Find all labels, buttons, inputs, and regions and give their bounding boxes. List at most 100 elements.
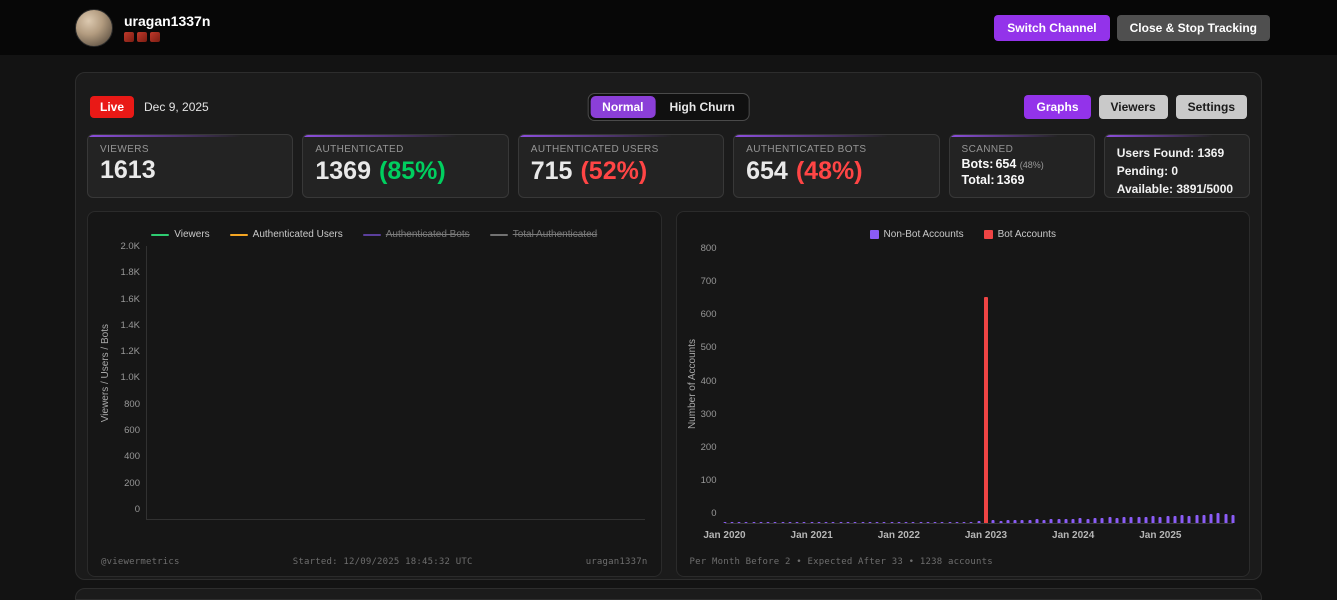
legend-swatch xyxy=(983,230,993,239)
churn-high-button[interactable]: High Churn xyxy=(658,96,747,118)
nonbot-accounts-bar xyxy=(897,521,901,523)
stat-value: 654 xyxy=(746,157,788,185)
axis-tick-label: 400 xyxy=(124,451,140,463)
viewers-tab-button[interactable]: Viewers xyxy=(1098,95,1168,119)
axis-tick-label: 600 xyxy=(124,425,140,437)
x-tick-label: Jan 2021 xyxy=(790,530,833,541)
nonbot-accounts-bar xyxy=(817,521,821,523)
viewer-chart-yticks: 2.0K 1.8K 1.6K 1.4K 1.2K 1.0K 800 600 400 200 0 xyxy=(94,241,140,515)
viewer-chart-footer: @viewermetrics Started: 12/09/2025 18:45… xyxy=(101,557,648,567)
scanned-total-label: Total: xyxy=(961,173,995,187)
nonbot-accounts-bar xyxy=(730,521,734,523)
accounts-xaxis: Jan 2020 Jan 2021 Jan 2022 Jan 2023 Jan 2024… xyxy=(703,530,1234,544)
nonbot-accounts-bar xyxy=(926,521,930,523)
nonbot-accounts-bar xyxy=(737,521,741,523)
tracking-date: Dec 9, 2025 xyxy=(144,100,209,114)
nonbot-accounts-bar xyxy=(781,521,785,523)
nonbot-accounts-bar xyxy=(788,521,792,523)
stat-card-viewers: VIEWERS 1613 xyxy=(87,134,294,198)
legend-label: Viewers xyxy=(174,229,210,240)
avatar xyxy=(75,8,113,47)
nonbot-accounts-bar xyxy=(1049,518,1053,523)
nonbot-accounts-bar xyxy=(1013,520,1017,523)
scanned-total-value: 1369 xyxy=(996,173,1025,187)
legend-swatch xyxy=(362,233,381,236)
nonbot-accounts-bar xyxy=(977,521,981,523)
pending-label: Pending: xyxy=(1116,164,1169,178)
graphs-tab-button[interactable]: Graphs xyxy=(1024,95,1091,119)
axis-tick-label: 800 xyxy=(700,243,717,254)
available-value: 3891/5000 xyxy=(1176,182,1234,196)
nonbot-accounts-bar xyxy=(940,521,944,523)
nonbot-accounts-bar xyxy=(1195,514,1199,523)
accounts-chart-footer: Per Month Before 2 • Expected After 33 •… xyxy=(690,557,1237,567)
footer-channel-name: uragan1337n xyxy=(585,557,648,567)
red-badge-icon xyxy=(137,32,147,42)
stat-card-capacity: Users Found: 1369 Pending: 0 Available: … xyxy=(1103,134,1250,198)
user-meta: uragan1337n xyxy=(124,13,210,42)
nonbot-accounts-bar xyxy=(1064,518,1068,523)
nonbot-accounts-bar xyxy=(969,521,973,523)
next-section-panel xyxy=(75,588,1262,600)
nonbot-accounts-bar xyxy=(861,521,865,523)
nonbot-accounts-bar xyxy=(795,521,799,523)
switch-channel-button[interactable]: Switch Channel xyxy=(994,14,1110,41)
legend-label: Authenticated Users xyxy=(252,229,343,240)
tracking-panel: Live Dec 9, 2025 Normal High Churn Graph… xyxy=(75,72,1262,580)
settings-tab-button[interactable]: Settings xyxy=(1175,95,1247,119)
legend-item-authenticated-users[interactable]: Authenticated Users xyxy=(229,229,343,240)
stat-card-scanned: SCANNED Bots: 654 (48%) Total: 1369 xyxy=(948,134,1095,198)
stat-percent: (48%) xyxy=(795,157,863,185)
nonbot-accounts-bar xyxy=(1224,514,1228,523)
axis-tick-label: 100 xyxy=(700,474,717,486)
x-tick-label: Jan 2024 xyxy=(1052,530,1095,541)
nonbot-accounts-bar xyxy=(1129,517,1133,523)
account-age-chart: Non-Bot Accounts Bot Accounts Number of A… xyxy=(675,211,1250,577)
churn-normal-button[interactable]: Normal xyxy=(590,96,656,118)
axis-tick-label: 1.8K xyxy=(120,267,140,279)
legend-item-total-authenticated[interactable]: Total Authenticated xyxy=(489,229,597,240)
pending-value: 0 xyxy=(1171,164,1179,178)
nonbot-accounts-bar xyxy=(1180,515,1184,523)
nonbot-accounts-bar xyxy=(955,521,959,523)
available-line: Available: 3891/5000 xyxy=(1117,180,1237,197)
stat-label: AUTHENTICATED USERS xyxy=(530,144,659,155)
nonbot-accounts-bar xyxy=(1035,519,1039,523)
legend-item-authenticated-bots[interactable]: Authenticated Bots xyxy=(362,229,470,240)
scanned-total-line: Total: 1369 xyxy=(962,173,1082,187)
nonbot-accounts-bar xyxy=(773,521,777,523)
users-found-value: 1369 xyxy=(1197,146,1225,160)
nonbot-accounts-bar xyxy=(810,521,814,523)
axis-tick-label: 500 xyxy=(700,342,717,354)
axis-tick-label: 300 xyxy=(700,408,717,420)
nonbot-accounts-bar xyxy=(853,521,857,523)
stat-card-authenticated-users: AUTHENTICATED USERS 715 (52%) xyxy=(517,134,725,198)
nonbot-accounts-bar xyxy=(875,521,879,523)
nonbot-accounts-bar xyxy=(933,521,937,523)
nonbot-accounts-bar xyxy=(1158,516,1162,523)
axis-tick-label: 0 xyxy=(134,503,140,515)
legend-item-bot-accounts[interactable]: Bot Accounts xyxy=(983,229,1056,240)
accounts-plot xyxy=(723,248,1235,524)
nonbot-accounts-bar xyxy=(1202,515,1206,523)
watermark: @viewermetrics xyxy=(101,557,180,567)
stat-label: AUTHENTICATED BOTS xyxy=(746,144,867,155)
nonbot-accounts-bar xyxy=(1071,518,1075,523)
nonbot-accounts-bar xyxy=(1057,519,1061,523)
axis-tick-label: 1.4K xyxy=(120,319,140,331)
nonbot-accounts-bar xyxy=(890,521,894,523)
legend-swatch xyxy=(229,233,248,236)
legend-item-viewers[interactable]: Viewers xyxy=(151,229,210,240)
viewer-chart-plot xyxy=(146,246,645,520)
nonbot-accounts-bar xyxy=(1216,513,1220,523)
legend-item-non-bot-accounts[interactable]: Non-Bot Accounts xyxy=(869,229,964,240)
scanned-bots-value: 654 xyxy=(995,157,1017,171)
axis-tick-label: 600 xyxy=(700,309,717,321)
axis-tick-label: 200 xyxy=(124,477,140,489)
close-stop-tracking-button[interactable]: Close & Stop Tracking xyxy=(1116,14,1270,41)
legend-swatch xyxy=(869,230,879,239)
stat-label: VIEWERS xyxy=(100,144,149,155)
stat-card-authenticated-bots: AUTHENTICATED BOTS 654 (48%) xyxy=(733,134,940,198)
nonbot-accounts-bar xyxy=(1151,516,1155,523)
pending-line: Pending: 0 xyxy=(1117,162,1237,180)
